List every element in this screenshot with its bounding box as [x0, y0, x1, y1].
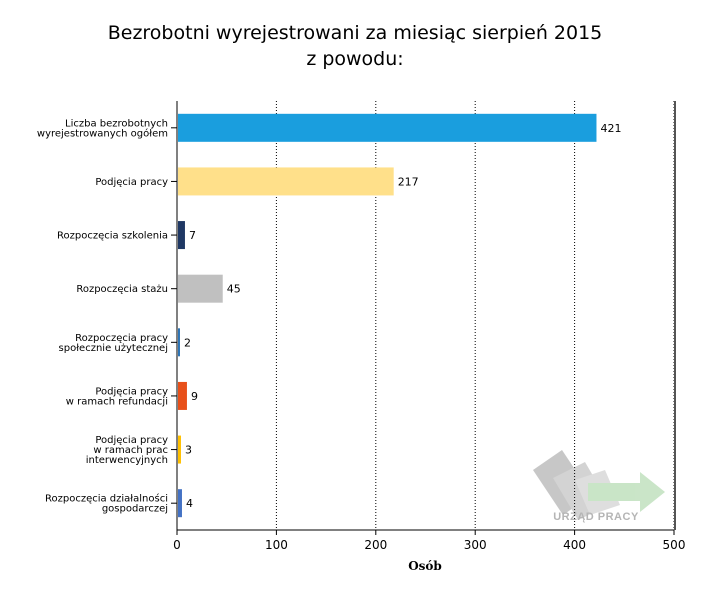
- category-label: Podjęcia pracy: [95, 177, 168, 188]
- chart-subtitle: z powodu:: [306, 48, 404, 70]
- bar-value-label: 217: [398, 175, 419, 188]
- category-label: Podjęcia pracy w ramach refundacji: [66, 386, 168, 407]
- bar: [178, 274, 223, 303]
- bar-value-label: 2: [184, 336, 191, 349]
- chart-title: Bezrobotni wyrejestrowani za miesiąc sie…: [107, 22, 603, 44]
- bar-value-label: 9: [191, 390, 198, 403]
- urzad-pracy-watermark: URZĄD PRACY: [533, 450, 665, 523]
- x-tick-label: 200: [364, 538, 387, 552]
- x-axis-label: Osób: [408, 559, 442, 573]
- category-label: Rozpoczęcia działalności gospodarczej: [45, 493, 168, 515]
- category-label: Rozpoczęcia szkolenia: [57, 231, 168, 242]
- x-tick-label: 300: [464, 538, 487, 552]
- bar: [178, 381, 187, 410]
- bar-value-label: 4: [186, 497, 193, 510]
- bar-value-label: 421: [600, 122, 621, 135]
- x-tick-label: 500: [663, 538, 686, 552]
- bar-value-label: 7: [189, 229, 196, 242]
- category-label: Liczba bezrobotnych wyrejestrowanych ogół…: [37, 118, 168, 139]
- category-label: Podjęcia pracy w ramach prac interwencyjny…: [86, 435, 168, 466]
- bar: [178, 435, 181, 464]
- bar: [178, 113, 597, 142]
- bar: [178, 221, 185, 250]
- watermark-text: URZĄD PRACY: [553, 511, 639, 523]
- x-tick-label: 0: [173, 538, 181, 552]
- category-label: Rozpoczęcia pracy społecznie użytecznej: [59, 333, 169, 354]
- bar-value-label: 3: [185, 444, 192, 457]
- bar: [178, 167, 394, 196]
- x-tick-label: 400: [563, 538, 586, 552]
- x-tick-label: 100: [265, 538, 288, 552]
- category-label: Rozpoczęcia stażu: [76, 284, 168, 295]
- bar-value-label: 45: [227, 283, 241, 296]
- bar: [178, 489, 182, 518]
- arrow-logo-icon: [533, 450, 665, 520]
- bar: [178, 328, 180, 357]
